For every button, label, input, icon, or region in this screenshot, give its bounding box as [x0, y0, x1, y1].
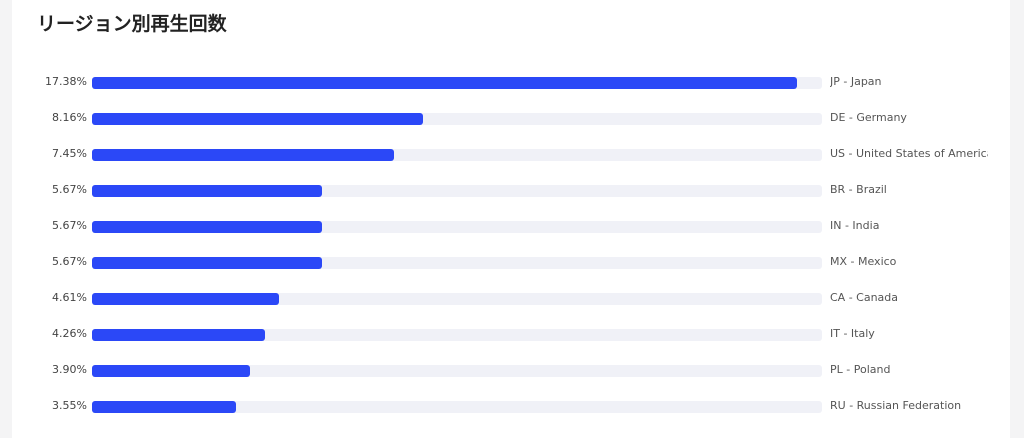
- category-label: CA - Canada: [830, 291, 899, 304]
- chart-title: リージョン別再生回数: [37, 13, 227, 35]
- bar-row: 5.67% MX - Mexico: [12, 255, 1010, 270]
- bar: [92, 113, 423, 125]
- category-label: US - United States of America: [830, 147, 988, 160]
- bar-row: 3.90% PL - Poland: [12, 363, 1010, 378]
- value-label: 3.55%: [52, 399, 87, 412]
- bar: [92, 293, 279, 305]
- category-label: IN - India: [830, 219, 880, 232]
- value-label: 5.67%: [52, 219, 87, 232]
- value-label: 17.38%: [45, 75, 87, 88]
- bar-row: 17.38% JP - Japan: [12, 75, 1010, 90]
- bar: [92, 77, 797, 89]
- value-label: 3.90%: [52, 363, 87, 376]
- bar-track: [92, 185, 822, 197]
- category-label: MX - Mexico: [830, 255, 897, 268]
- bar-track: [92, 77, 822, 89]
- value-label: 5.67%: [52, 255, 87, 268]
- value-label: 5.67%: [52, 183, 87, 196]
- bar-row: 4.61% CA - Canada: [12, 291, 1010, 306]
- bar-row: 7.45% US - United States of America: [12, 147, 1010, 162]
- bar-track: [92, 257, 822, 269]
- value-label: 7.45%: [52, 147, 87, 160]
- category-label: RU - Russian Federation: [830, 399, 962, 412]
- bar-track: [92, 113, 822, 125]
- bar-track: [92, 149, 822, 161]
- value-label: 4.61%: [52, 291, 87, 304]
- bar-row: 5.67% BR - Brazil: [12, 183, 1010, 198]
- bar: [92, 185, 322, 197]
- bar: [92, 365, 251, 377]
- category-label: BR - Brazil: [830, 183, 887, 196]
- value-label: 4.26%: [52, 327, 87, 340]
- bar-row: 8.16% DE - Germany: [12, 111, 1010, 126]
- region-plays-card: リージョン別再生回数 17.38% JP - Japan 8.16% DE - G…: [12, 0, 1010, 438]
- bar-track: [92, 401, 822, 413]
- category-label: JP - Japan: [830, 75, 882, 88]
- bar-row: 4.26% IT - Italy: [12, 327, 1010, 342]
- bar-track: [92, 365, 822, 377]
- bar-row: 5.67% IN - India: [12, 219, 1010, 234]
- bar: [92, 329, 265, 341]
- bar: [92, 401, 236, 413]
- bar: [92, 221, 322, 233]
- bar: [92, 149, 395, 161]
- category-label: PL - Poland: [830, 363, 891, 376]
- category-label: DE - Germany: [830, 111, 907, 124]
- bar-row: 3.55% RU - Russian Federation: [12, 399, 1010, 414]
- value-label: 8.16%: [52, 111, 87, 124]
- bar: [92, 257, 322, 269]
- bar-track: [92, 221, 822, 233]
- bar-track: [92, 329, 822, 341]
- category-label: IT - Italy: [830, 327, 875, 340]
- bar-track: [92, 293, 822, 305]
